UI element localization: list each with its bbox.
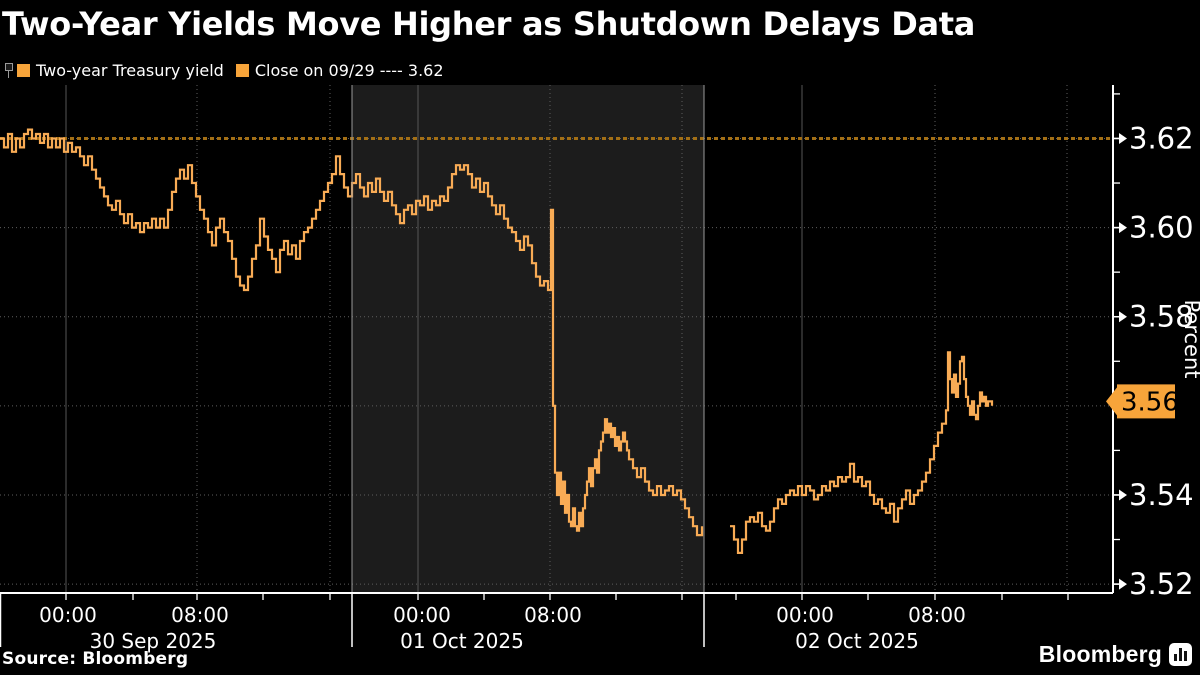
y-axis-title: Percent — [1180, 299, 1200, 378]
percent-axis-title: Percent — [1180, 299, 1200, 378]
x-time-label: 08:00 — [524, 603, 582, 627]
series-legend-swatch-icon — [17, 63, 30, 77]
y-tick-label: 3.54 — [1129, 478, 1194, 512]
last-price-label: 3.56 — [1121, 387, 1179, 417]
x-date-label: 01 Oct 2025 — [400, 629, 524, 653]
x-time-label: 08:00 — [908, 603, 966, 627]
close-legend-label: Close on 09/29 ---- 3.62 — [254, 60, 444, 80]
series-legend-label: Two-year Treasury yield — [36, 60, 224, 80]
bloomberg-logo-text: Bloomberg — [1038, 641, 1162, 667]
close-legend-swatch-icon — [235, 63, 249, 77]
last-price-badge: 3.56 — [1106, 384, 1179, 419]
x-date-label: 02 Oct 2025 — [795, 629, 919, 653]
chart-legend: Two-year Treasury yield Close on 09/29 -… — [5, 60, 444, 80]
chart-title: Two-Year Yields Move Higher as Shutdown … — [2, 5, 976, 43]
x-time-label: 08:00 — [171, 603, 229, 627]
x-time-label: 00:00 — [39, 603, 97, 627]
session-separators — [0, 85, 705, 647]
axes — [0, 85, 1114, 594]
y-minor-ticks — [1113, 93, 1120, 585]
source-attribution: Source: Bloomberg — [2, 649, 189, 669]
y-tick-label: 3.62 — [1129, 121, 1194, 155]
bloomberg-logo: Bloomberg — [1039, 641, 1192, 668]
x-time-label: 00:00 — [776, 603, 834, 627]
vertical-gridlines — [65, 85, 1068, 593]
y-tick-label: 3.60 — [1129, 211, 1194, 245]
x-time-label: 00:00 — [393, 603, 451, 627]
y-tick-label: 3.52 — [1129, 567, 1194, 601]
shaded-session-band — [352, 85, 704, 593]
annotation-pin-icon — [5, 62, 13, 78]
y-tick-label: 3.58 — [1129, 300, 1194, 334]
treasury-yield-series — [0, 128, 994, 554]
bloomberg-mark-icon — [1169, 643, 1192, 666]
x-date-label: 30 Sep 2025 — [90, 629, 217, 653]
y-axis-labels: 3.62 3.60 3.58 3.54 3.52 — [1113, 121, 1194, 601]
